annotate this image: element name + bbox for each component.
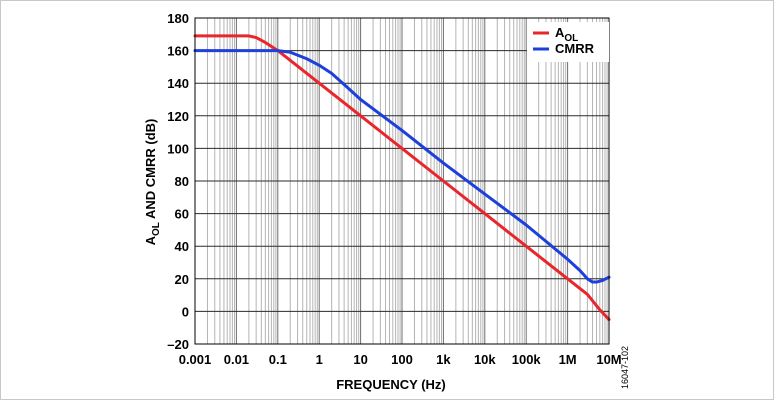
legend-label-aol-prefix: A: [555, 25, 565, 40]
y-axis-title-rest: AND CMRR (dB): [143, 119, 158, 223]
y-tick-labels: –20 0 20 40 60 80 100 120 140 160 180: [167, 11, 189, 352]
y-tick-label: –20: [167, 337, 189, 352]
x-tick-label: 0.1: [269, 352, 287, 367]
y-axis-title-prefix: A: [143, 235, 158, 245]
x-tick-label: 10M: [596, 352, 621, 367]
y-axis-title: AOL AND CMRR (dB): [143, 119, 162, 246]
y-axis-title-subscript: OL: [151, 222, 162, 236]
x-tick-label: 0.001: [179, 352, 212, 367]
x-tick-label: 0.01: [224, 352, 249, 367]
series-line-aol: [193, 34, 611, 322]
legend-background: [527, 22, 609, 62]
plot-border: [194, 17, 610, 345]
figure-id: 16047-102: [620, 346, 630, 389]
y-tick-label: 180: [167, 11, 189, 26]
x-tick-labels: 0.001 0.01 0.1 1 10 100 1k 10k 100k 1M 10M: [179, 352, 622, 367]
y-tick-label: 120: [167, 109, 189, 124]
x-axis-title: FREQUENCY (Hz): [336, 377, 446, 392]
y-tick-label: 140: [167, 76, 189, 91]
x-tick-label: 100: [391, 352, 413, 367]
legend-label-aol-subscript: OL: [564, 33, 578, 44]
y-tick-label: 0: [182, 304, 189, 319]
x-tick-label: 1k: [436, 352, 451, 367]
y-tick-label: 160: [167, 44, 189, 59]
x-tick-label: 1M: [559, 352, 577, 367]
y-tick-label: 20: [175, 272, 189, 287]
series-layer: [193, 34, 611, 322]
x-tick-label: 10k: [474, 352, 496, 367]
x-tick-label: 100k: [512, 352, 542, 367]
legend-label-cmrr: CMRR: [555, 41, 595, 56]
x-tick-label: 10: [353, 352, 367, 367]
y-tick-label: 40: [175, 239, 189, 254]
y-tick-label: 60: [175, 207, 189, 222]
legend-label-aol: AOL: [555, 25, 578, 44]
legend: AOL CMRR: [527, 22, 609, 62]
y-tick-label: 100: [167, 141, 189, 156]
series-line-cmrr: [193, 49, 611, 284]
y-tick-label: 80: [175, 174, 189, 189]
x-tick-label: 1: [316, 352, 323, 367]
